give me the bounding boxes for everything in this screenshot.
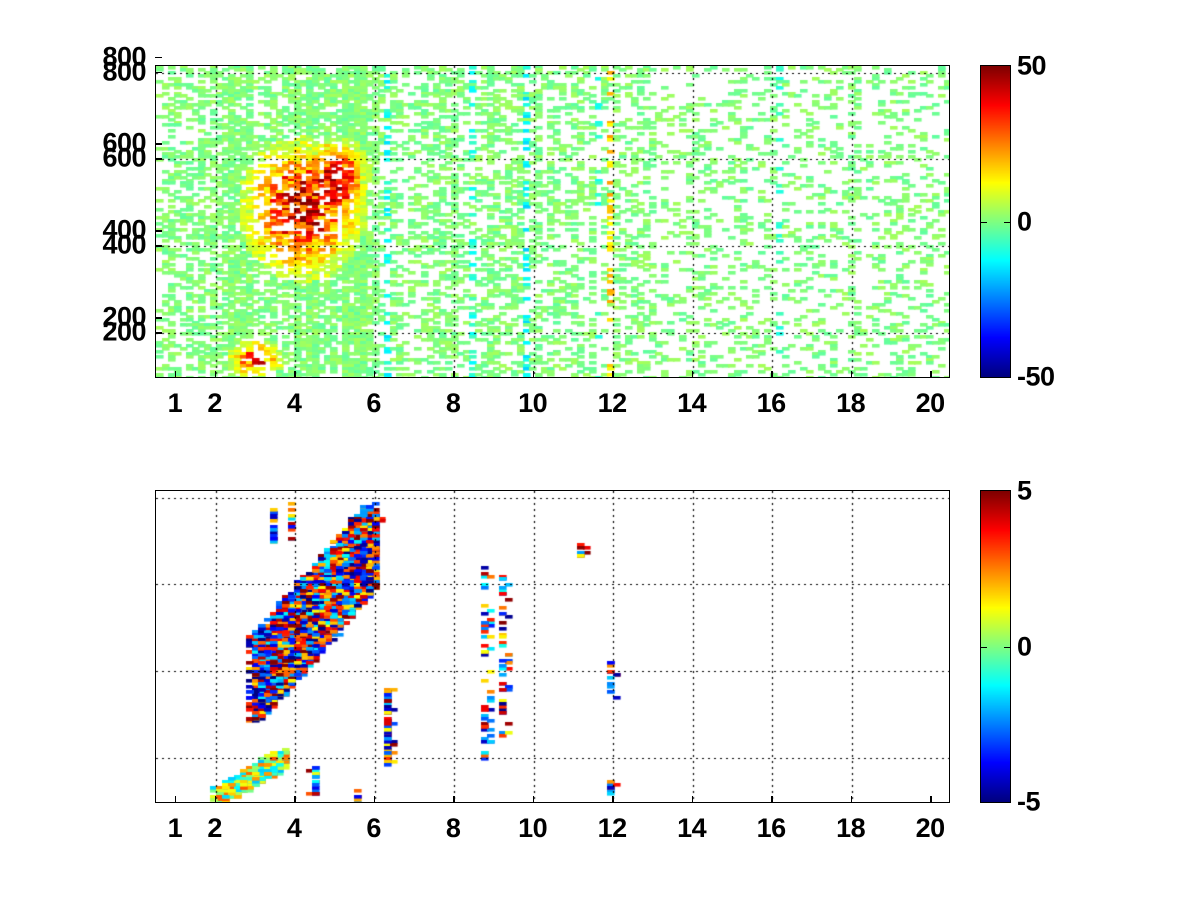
xtick-label-bottom-10: 10 bbox=[518, 813, 548, 843]
xtick-label-bottom-18: 18 bbox=[836, 813, 866, 843]
subplot-bottom: 200 400 600 800 1 2 4 6 8 10 12 14 16 18 20 5 0 -5 bbox=[0, 41, 1200, 900]
xtick-mark bbox=[850, 796, 853, 803]
colorbar-max-label-bottom: 5 bbox=[1017, 475, 1032, 506]
xtick-label-bottom-14: 14 bbox=[677, 813, 707, 843]
xtick-label-top-4: 4 bbox=[286, 388, 302, 418]
xtick-label-top-10: 10 bbox=[518, 388, 548, 418]
xtick-mark bbox=[294, 796, 296, 803]
ytick-mark bbox=[155, 158, 162, 160]
xtick-mark bbox=[373, 371, 376, 378]
xtick-mark bbox=[691, 371, 694, 378]
xtick-label-bottom-1: 1 bbox=[167, 813, 183, 843]
xtick-mark bbox=[294, 371, 296, 378]
heatmap-top bbox=[156, 66, 949, 377]
ytick-mark bbox=[155, 71, 162, 74]
ytick-mark bbox=[155, 245, 162, 247]
xtick-mark bbox=[612, 796, 614, 803]
colorbar-min-label-top: -50 bbox=[1017, 361, 1055, 392]
xtick-label-bottom-12: 12 bbox=[597, 813, 628, 843]
xtick-label-top-14: 14 bbox=[677, 388, 707, 418]
axes-bottom[interactable] bbox=[155, 490, 950, 803]
xtick-label-top-20: 20 bbox=[915, 388, 946, 418]
ytick-label-top-200: 200 bbox=[102, 316, 146, 347]
xtick-label-bottom-2: 2 bbox=[207, 813, 222, 843]
xtick-mark bbox=[691, 796, 694, 803]
xtick-mark bbox=[373, 796, 376, 803]
ytick-mark bbox=[155, 143, 162, 145]
xtick-label-top-18: 18 bbox=[836, 388, 866, 418]
xtick-label-bottom-16: 16 bbox=[756, 813, 787, 843]
ytick-mark bbox=[155, 332, 162, 334]
xtick-label-top-12: 12 bbox=[597, 388, 628, 418]
colorbar-tick-mid-bottom bbox=[981, 646, 987, 648]
xtick-mark bbox=[532, 796, 535, 803]
xtick-mark bbox=[532, 371, 535, 378]
xtick-mark bbox=[850, 371, 853, 378]
ytick-label-bottom-200: 200 bbox=[102, 301, 146, 332]
subplot-top: 200 400 600 800 1 2 4 6 8 10 12 14 16 18 20 50 0 -50 bbox=[0, 0, 1200, 440]
ytick-mark bbox=[155, 56, 162, 59]
xtick-mark bbox=[174, 796, 177, 803]
ytick-label-bottom-800: 800 bbox=[102, 41, 146, 72]
axes-top[interactable] bbox=[155, 65, 950, 378]
ytick-label-top-800: 800 bbox=[102, 56, 146, 87]
xtick-label-bottom-6: 6 bbox=[366, 813, 381, 843]
xtick-label-top-1: 1 bbox=[167, 388, 183, 418]
colorbar-tick-mid-top bbox=[981, 221, 987, 223]
xtick-mark bbox=[930, 796, 932, 803]
colorbar-min-label-bottom: -5 bbox=[1017, 786, 1041, 817]
xtick-mark bbox=[453, 371, 455, 378]
ytick-label-bottom-400: 400 bbox=[102, 214, 146, 245]
xtick-mark bbox=[214, 371, 217, 378]
ytick-label-top-400: 400 bbox=[102, 229, 146, 260]
xtick-label-top-16: 16 bbox=[756, 388, 787, 418]
xtick-label-bottom-4: 4 bbox=[286, 813, 302, 843]
colorbar-tick-mid-right-top bbox=[1004, 221, 1010, 223]
heatmap-bottom bbox=[156, 491, 949, 802]
ytick-label-bottom-600: 600 bbox=[102, 127, 146, 158]
xtick-mark bbox=[214, 796, 217, 803]
colorbar-mid-label-bottom: 0 bbox=[1017, 631, 1032, 661]
colorbar-mid-label-top: 0 bbox=[1017, 206, 1032, 236]
ytick-label-top-600: 600 bbox=[102, 142, 146, 173]
xtick-mark bbox=[453, 796, 455, 803]
xtick-mark bbox=[771, 371, 773, 378]
ytick-mark bbox=[155, 317, 162, 319]
colorbar-bottom[interactable]: 5 0 -5 bbox=[980, 476, 1041, 817]
xtick-label-bottom-20: 20 bbox=[915, 813, 946, 843]
xtick-mark bbox=[930, 371, 932, 378]
xtick-mark bbox=[612, 371, 614, 378]
xtick-mark bbox=[771, 796, 773, 803]
ytick-mark bbox=[155, 230, 162, 232]
xtick-label-top-8: 8 bbox=[445, 388, 461, 418]
xtick-label-bottom-8: 8 bbox=[445, 813, 461, 843]
xtick-label-top-2: 2 bbox=[207, 388, 222, 418]
xtick-label-top-6: 6 bbox=[366, 388, 381, 418]
colorbar-tick-mid-right-bottom bbox=[1004, 646, 1010, 648]
colorbar-max-label-top: 50 bbox=[1017, 50, 1047, 81]
xtick-mark bbox=[174, 371, 177, 378]
colorbar-top[interactable]: 50 0 -50 bbox=[980, 51, 1055, 392]
